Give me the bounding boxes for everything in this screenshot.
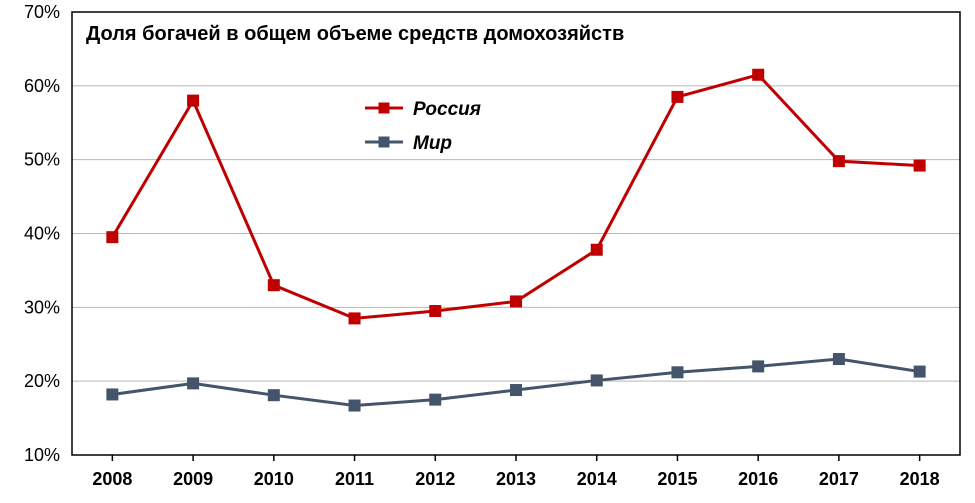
x-axis-label: 2017 <box>819 469 859 489</box>
series-marker-Мир <box>430 394 441 405</box>
series-marker-Россия <box>833 156 844 167</box>
y-axis-label: 70% <box>24 2 60 22</box>
y-axis-label: 30% <box>24 297 60 317</box>
x-axis-label: 2015 <box>657 469 697 489</box>
series-marker-Россия <box>188 95 199 106</box>
x-axis-label: 2008 <box>92 469 132 489</box>
series-marker-Россия <box>107 232 118 243</box>
x-axis-label: 2012 <box>415 469 455 489</box>
series-marker-Мир <box>268 390 279 401</box>
series-marker-Россия <box>672 91 683 102</box>
chart-container: 10% 20% 30% 40% 50% 60% 70% 2008 2009 2010 2011 201… <box>0 0 975 503</box>
series-marker-Россия <box>268 280 279 291</box>
series-marker-Россия <box>914 160 925 171</box>
x-axis-label: 2014 <box>577 469 617 489</box>
series-marker-Россия <box>349 313 360 324</box>
legend-marker-Мир <box>379 137 390 148</box>
x-axis-label: 2018 <box>900 469 940 489</box>
series-marker-Мир <box>591 375 602 386</box>
x-axis-label: 2011 <box>335 469 374 489</box>
legend-marker-Россия <box>379 103 390 114</box>
legend-label-Мир: Мир <box>413 133 452 154</box>
series-marker-Мир <box>833 354 844 365</box>
y-axis-label: 40% <box>24 224 60 244</box>
series-marker-Мир <box>672 367 683 378</box>
y-axis-label: 10% <box>24 445 60 465</box>
series-marker-Россия <box>430 306 441 317</box>
y-axis-label: 20% <box>24 371 60 391</box>
series-marker-Россия <box>753 69 764 80</box>
series-marker-Мир <box>107 389 118 400</box>
x-axis-label: 2013 <box>496 469 536 489</box>
series-marker-Россия <box>591 244 602 255</box>
series-marker-Мир <box>914 366 925 377</box>
x-axis-label: 2010 <box>254 469 294 489</box>
chart-title: Доля богачей в общем объеме средств домо… <box>86 23 624 45</box>
line-chart: 10% 20% 30% 40% 50% 60% 70% 2008 2009 2010 2011 201… <box>0 0 975 503</box>
y-axis-label: 50% <box>24 150 60 170</box>
legend-label-Россия: Россия <box>413 99 481 120</box>
series-marker-Мир <box>349 400 360 411</box>
series-marker-Россия <box>511 296 522 307</box>
series-marker-Мир <box>753 361 764 372</box>
series-marker-Мир <box>188 378 199 389</box>
x-axis-label: 2009 <box>173 469 213 489</box>
x-axis-label: 2016 <box>738 469 778 489</box>
y-axis-label: 60% <box>24 76 60 96</box>
series-marker-Мир <box>511 385 522 396</box>
